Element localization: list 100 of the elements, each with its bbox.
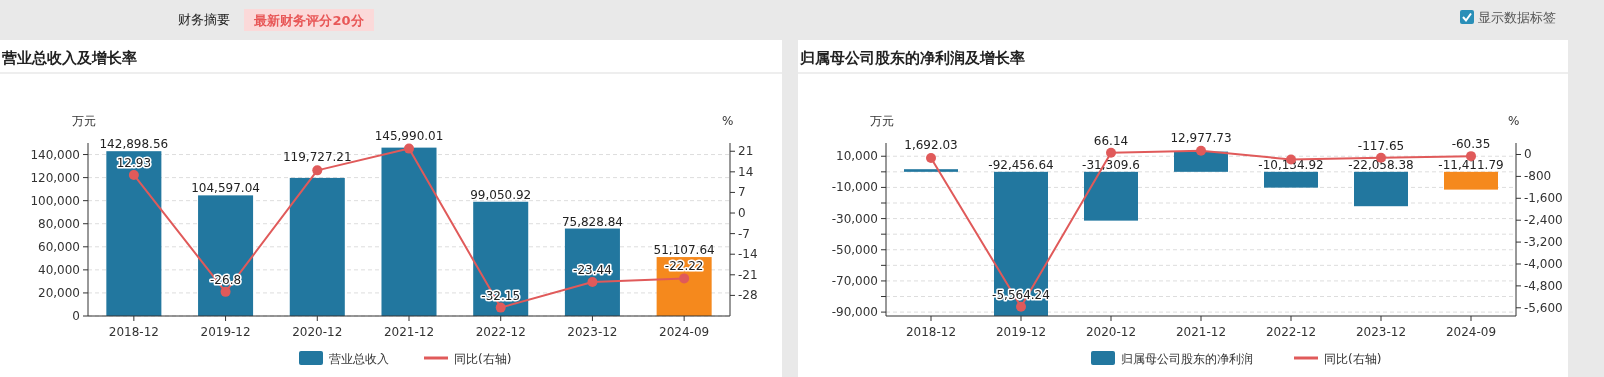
data-label: 75,828.84 [561,214,623,229]
data-label: 12,977.73 [1170,130,1232,145]
y-tick-label: 60,000 [38,239,80,254]
y2-tick-label: -2,400 [1524,213,1563,228]
legend-label: 营业总收入 [329,352,389,366]
bar [994,171,1048,316]
y-tick-label: 40,000 [38,262,80,277]
y-tick-label: 120,000 [30,170,80,185]
bar [1354,171,1408,207]
x-tick-label: 2019-12 [995,325,1047,339]
data-label: 66.14 [1093,133,1129,148]
data-label: -22.22 [664,259,704,274]
y2-tick-label: -1,600 [1524,191,1563,206]
data-label: -117.65 [1357,138,1405,153]
data-label: 119,727.21 [282,150,352,165]
data-label: -92,456.64 [988,157,1054,172]
y-tick-label: -10,000 [831,180,878,195]
chart-title: 营业总收入及增长率 [1,49,137,67]
y2-tick-label: -21 [738,267,758,282]
y-tick-label: -70,000 [831,273,878,288]
x-tick-label: 2023-12 [1355,325,1407,339]
data-label: 145,990.01 [374,128,444,143]
bar [904,169,958,172]
x-tick-label: 2019-12 [200,325,251,339]
point [926,153,936,164]
x-tick-label: 2022-12 [475,325,526,339]
y2-tick-label: -5,600 [1524,300,1563,315]
x-tick-label: 2020-12 [292,325,343,339]
point [220,286,231,297]
data-label: -22,058.38 [1348,157,1414,172]
text: 显示数据标签 [1478,10,1556,25]
x-tick-label: 2021-12 [383,325,435,339]
bar [1174,151,1228,172]
data-label: -60.35 [1451,137,1491,152]
point [495,302,506,313]
data-label: -23.44 [573,262,612,277]
point [404,143,414,154]
data-label: 12.93 [116,155,152,170]
y-axis-title: 万元 [72,114,96,128]
y2-tick-label: 14 [738,164,754,179]
legend-label: 同比(右轴) [454,352,512,366]
bar [381,147,437,316]
bar [1444,171,1498,190]
text: 财务摘要 [178,12,230,27]
point [312,165,323,176]
point [1196,145,1206,156]
text: 最新财务评分20分 [253,13,365,28]
y2-axis-title: % [1508,114,1520,128]
y2-tick-label: 0 [1524,147,1532,162]
data-label: 104,597.04 [191,181,260,196]
y2-tick-label: -800 [1524,169,1552,184]
y2-tick-label: -7 [738,226,750,241]
x-tick-label: 2020-12 [1085,325,1137,339]
y2-axis-title: % [722,114,734,128]
y-tick-label: 20,000 [38,285,80,300]
y2-tick-label: -4,800 [1524,278,1563,293]
x-tick-label: 2024-09 [1445,325,1497,339]
point [1106,147,1116,158]
y-tick-label: 0 [72,309,80,323]
legend-label: 归属母公司股东的净利润 [1121,352,1253,366]
bar [564,228,620,316]
data-label: 1,692.03 [904,138,958,153]
y2-tick-label: 21 [738,144,754,159]
bar [473,201,529,316]
legend-label: 同比(右轴) [1324,352,1382,366]
y2-tick-label: -28 [738,288,758,303]
data-label: -11,411.79 [1438,157,1504,172]
y2-tick-label: -14 [738,247,758,262]
y-tick-label: 100,000 [30,193,80,208]
bar [106,151,162,316]
y2-tick-label: 7 [738,185,746,200]
y-tick-label: 140,000 [30,147,80,162]
y2-tick-label: 0 [738,206,746,221]
data-label: 142,898.56 [99,137,169,152]
y-tick-label: -30,000 [831,211,878,226]
x-tick-label: 2023-12 [567,325,618,339]
y-tick-label: 80,000 [38,216,80,231]
x-tick-label: 2018-12 [108,325,159,339]
data-label: 99,050.92 [470,187,532,202]
x-tick-label: 2018-12 [905,325,957,339]
bar [289,177,345,316]
x-tick-label: 2024-09 [659,325,710,339]
chart-title: 归属母公司股东的净利润及增长率 [799,49,1025,67]
data-label: 51,107.64 [653,243,715,258]
point [128,169,139,180]
data-label: -10,134.92 [1258,157,1324,172]
y-tick-label: 10,000 [836,149,878,164]
y2-tick-label: -4,000 [1524,256,1563,271]
x-tick-label: 2021-12 [1175,325,1227,339]
y-tick-label: -50,000 [831,242,878,257]
y2-tick-label: -3,200 [1524,235,1563,250]
x-tick-label: 2022-12 [1265,325,1317,339]
bar [1084,171,1138,221]
y-tick-label: -90,000 [831,305,878,320]
y-axis-title: 万元 [870,114,894,128]
bar [198,195,254,316]
bar [1264,171,1318,188]
point [1016,301,1026,312]
point [587,276,598,287]
point [679,273,690,284]
